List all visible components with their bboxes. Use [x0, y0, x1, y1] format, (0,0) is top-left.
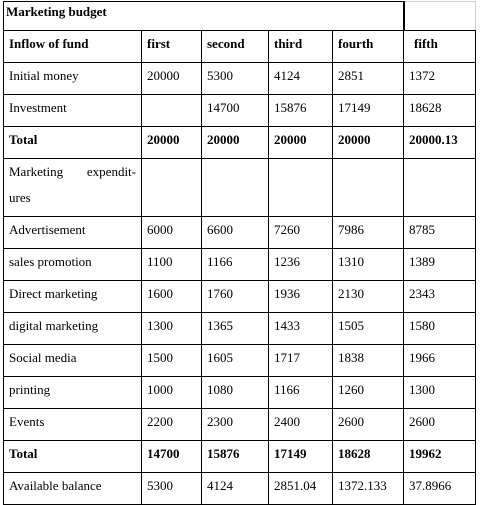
row-value: 1372 [403, 62, 477, 95]
row-value: 20000 [331, 126, 405, 159]
table-row: Social media 1500 1605 1717 1838 1966 [3, 344, 477, 377]
row-value: 1000 [141, 376, 202, 409]
row-value [141, 158, 202, 217]
row-value: 14700 [201, 94, 269, 127]
header-third: third [268, 30, 333, 63]
row-label: Investment [3, 94, 142, 127]
table-row: Initial money 20000 5300 4124 2851 1372 [3, 62, 477, 95]
row-value: 2130 [331, 280, 405, 313]
row-value: 1166 [268, 376, 333, 409]
row-value: 20000 [141, 62, 202, 95]
row-value: 6600 [201, 216, 269, 249]
header-first: first [141, 30, 202, 63]
row-value: 1372.133 [331, 472, 405, 505]
row-value: 1580 [403, 312, 477, 345]
row-label: Advertisement [3, 216, 142, 249]
row-label: Initial money [3, 62, 142, 95]
table-row: sales promotion 1100 1166 1236 1310 1389 [3, 248, 477, 281]
row-label: digital marketing [3, 312, 142, 345]
row-value: 18628 [403, 94, 477, 127]
row-value: 1500 [141, 344, 202, 377]
row-value: 2600 [403, 408, 477, 441]
table-row: Direct marketing 1600 1760 1936 2130 2343 [3, 280, 477, 313]
table-row: Events 2200 2300 2400 2600 2600 [3, 408, 477, 441]
row-label: printing [3, 376, 142, 409]
header-row: Inflow of fund first second third fourth… [3, 30, 477, 63]
row-value: 1389 [403, 248, 477, 281]
title-row: Marketing budget [2, 1, 477, 31]
row-value: 37.8966 [403, 472, 477, 505]
row-value: 2851 [331, 62, 405, 95]
header-fourth: fourth [331, 30, 405, 63]
table-row: Advertisement 6000 6600 7260 7986 8785 [3, 216, 477, 249]
row-value: 1300 [403, 376, 477, 409]
row-value: 1100 [141, 248, 202, 281]
row-value: 20000 [268, 126, 333, 159]
row-value: 17149 [331, 94, 405, 127]
row-value: 1600 [141, 280, 202, 313]
title-filler-cell [403, 1, 477, 31]
table-title: Marketing budget [2, 1, 405, 31]
row-value: 2343 [403, 280, 477, 313]
table-row: printing 1000 1080 1166 1260 1300 [3, 376, 477, 409]
row-value: 8785 [403, 216, 477, 249]
row-value: 2600 [331, 408, 405, 441]
row-value: 1236 [268, 248, 333, 281]
table-row: Available balance 5300 4124 2851.04 1372.133… [3, 472, 477, 505]
row-value: 1166 [201, 248, 269, 281]
row-value: 6000 [141, 216, 202, 249]
row-value: 1966 [403, 344, 477, 377]
row-value: 1310 [331, 248, 405, 281]
header-fifth: fifth [403, 30, 477, 63]
row-value: 1080 [201, 376, 269, 409]
row-value: 20000 [141, 126, 202, 159]
row-label: Events [3, 408, 142, 441]
row-label: Available balance [3, 472, 142, 505]
row-value [201, 158, 269, 217]
row-label: Total [3, 126, 142, 159]
row-value: 5300 [141, 472, 202, 505]
row-value: 2851.04 [268, 472, 333, 505]
row-value [141, 94, 202, 127]
row-value: 1605 [201, 344, 269, 377]
row-value: 1760 [201, 280, 269, 313]
header-second: second [201, 30, 269, 63]
table-row: digital marketing 1300 1365 1433 1505 1580 [3, 312, 477, 345]
row-value: 1365 [201, 312, 269, 345]
row-value: 1838 [331, 344, 405, 377]
header-label: Inflow of fund [3, 30, 142, 63]
row-value: 20000 [201, 126, 269, 159]
row-value: 15876 [268, 94, 333, 127]
row-value: 7260 [268, 216, 333, 249]
row-label: Direct marketing [3, 280, 142, 313]
row-label: Social media [3, 344, 142, 377]
row-value: 5300 [201, 62, 269, 95]
row-label: sales promotion [3, 248, 142, 281]
row-value: 1300 [141, 312, 202, 345]
row-value: 7986 [331, 216, 405, 249]
row-value: 1260 [331, 376, 405, 409]
row-value [268, 158, 333, 217]
row-value: 4124 [268, 62, 333, 95]
table-row: Investment 14700 15876 17149 18628 [3, 94, 477, 127]
row-label: Marketing expendit-ures [3, 158, 142, 217]
row-value: 2400 [268, 408, 333, 441]
row-value: 4124 [201, 472, 269, 505]
row-value: 2300 [201, 408, 269, 441]
row-value: 1717 [268, 344, 333, 377]
row-value: 1505 [331, 312, 405, 345]
row-value: 1433 [268, 312, 333, 345]
table-row: Total 20000 20000 20000 20000 20000.13 [3, 126, 477, 159]
row-value: 20000.13 [403, 126, 477, 159]
row-value: 1936 [268, 280, 333, 313]
row-value [331, 158, 405, 217]
row-value: 2200 [141, 408, 202, 441]
row-value [403, 158, 477, 217]
table-row: Marketing expendit-ures [3, 158, 477, 217]
